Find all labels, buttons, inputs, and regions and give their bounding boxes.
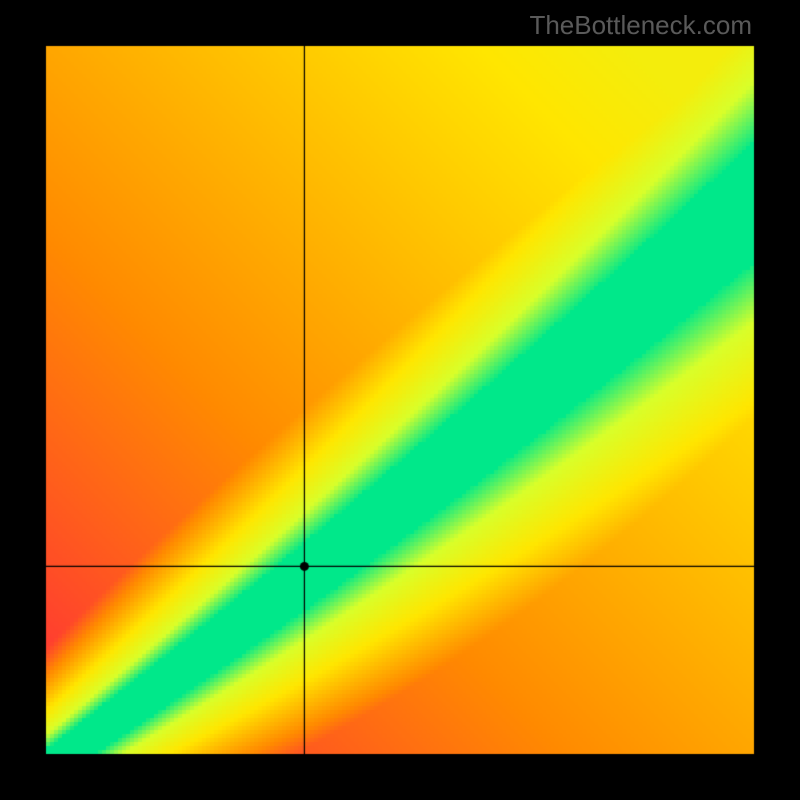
bottleneck-heatmap [0, 0, 800, 800]
watermark-text: TheBottleneck.com [529, 10, 752, 41]
chart-container: TheBottleneck.com [0, 0, 800, 800]
